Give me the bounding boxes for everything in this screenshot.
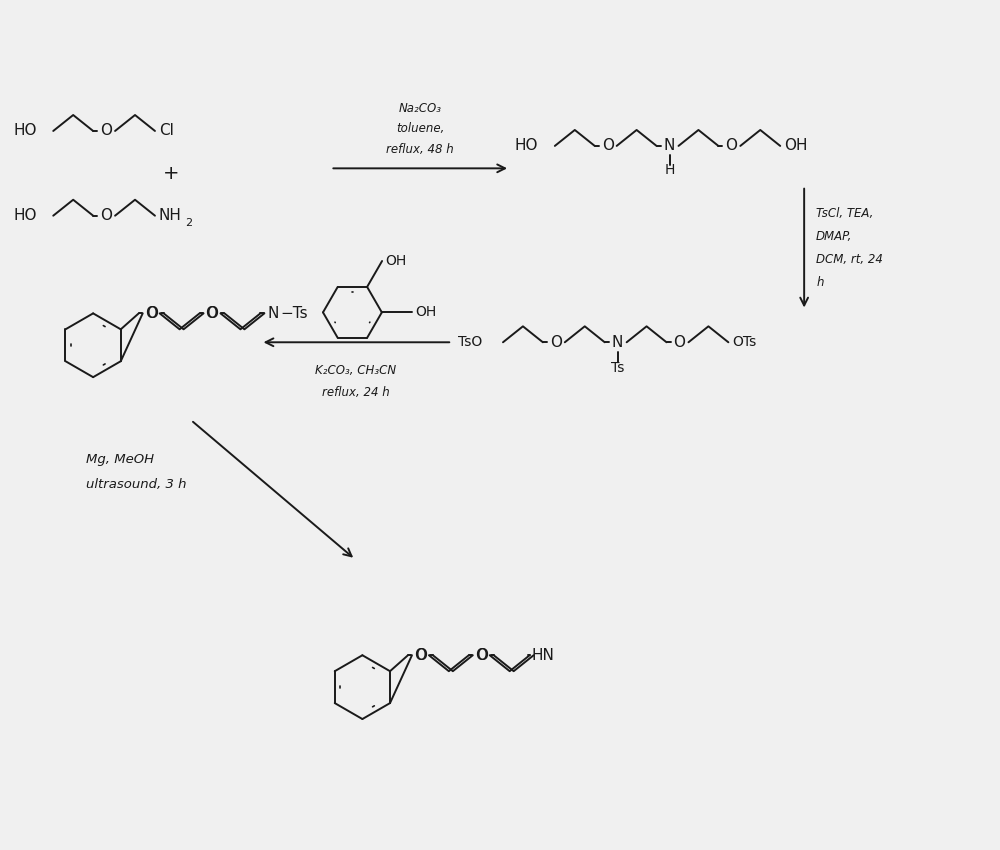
Text: N: N [612,335,623,349]
Text: +: + [163,164,179,183]
Text: O: O [674,335,686,349]
Text: HO: HO [13,123,37,139]
Text: N: N [664,139,675,153]
Text: OTs: OTs [732,335,757,349]
Text: HN: HN [531,648,554,663]
Text: 2: 2 [185,218,192,228]
Text: OH: OH [385,254,407,268]
Text: toluene,: toluene, [396,122,444,135]
Text: O: O [475,648,487,663]
Text: O: O [414,648,426,663]
Text: TsCl, TEA,: TsCl, TEA, [816,207,873,220]
Text: O: O [476,648,488,663]
Text: K₂CO₃, CH₃CN: K₂CO₃, CH₃CN [315,364,396,377]
Text: O: O [100,123,112,139]
Text: O: O [602,139,614,153]
Text: O: O [206,306,218,320]
Text: Mg, MeOH: Mg, MeOH [86,453,154,467]
Text: OH: OH [415,305,436,320]
Text: TsO: TsO [458,335,482,349]
Text: HO: HO [13,208,37,224]
Text: HO: HO [515,139,538,153]
Text: DMAP,: DMAP, [816,230,852,243]
Text: reflux, 24 h: reflux, 24 h [322,386,389,399]
Text: NH: NH [159,208,182,224]
Text: Ts: Ts [611,361,624,375]
Text: reflux, 48 h: reflux, 48 h [386,144,454,156]
Text: Cl: Cl [159,123,174,139]
Text: Na₂CO₃: Na₂CO₃ [399,101,442,115]
Text: O: O [725,139,737,153]
Text: DCM, rt, 24: DCM, rt, 24 [816,253,883,266]
Text: O: O [550,335,562,349]
Text: N: N [268,306,279,320]
Text: O: O [146,306,158,320]
Text: O: O [100,208,112,224]
Text: ultrasound, 3 h: ultrasound, 3 h [86,479,187,491]
Text: O: O [207,306,219,320]
Text: OH: OH [784,139,808,153]
Text: −Ts: −Ts [280,306,308,320]
Text: H: H [664,163,675,177]
Text: h: h [816,276,824,289]
Text: O: O [145,306,157,320]
Text: O: O [415,648,427,663]
